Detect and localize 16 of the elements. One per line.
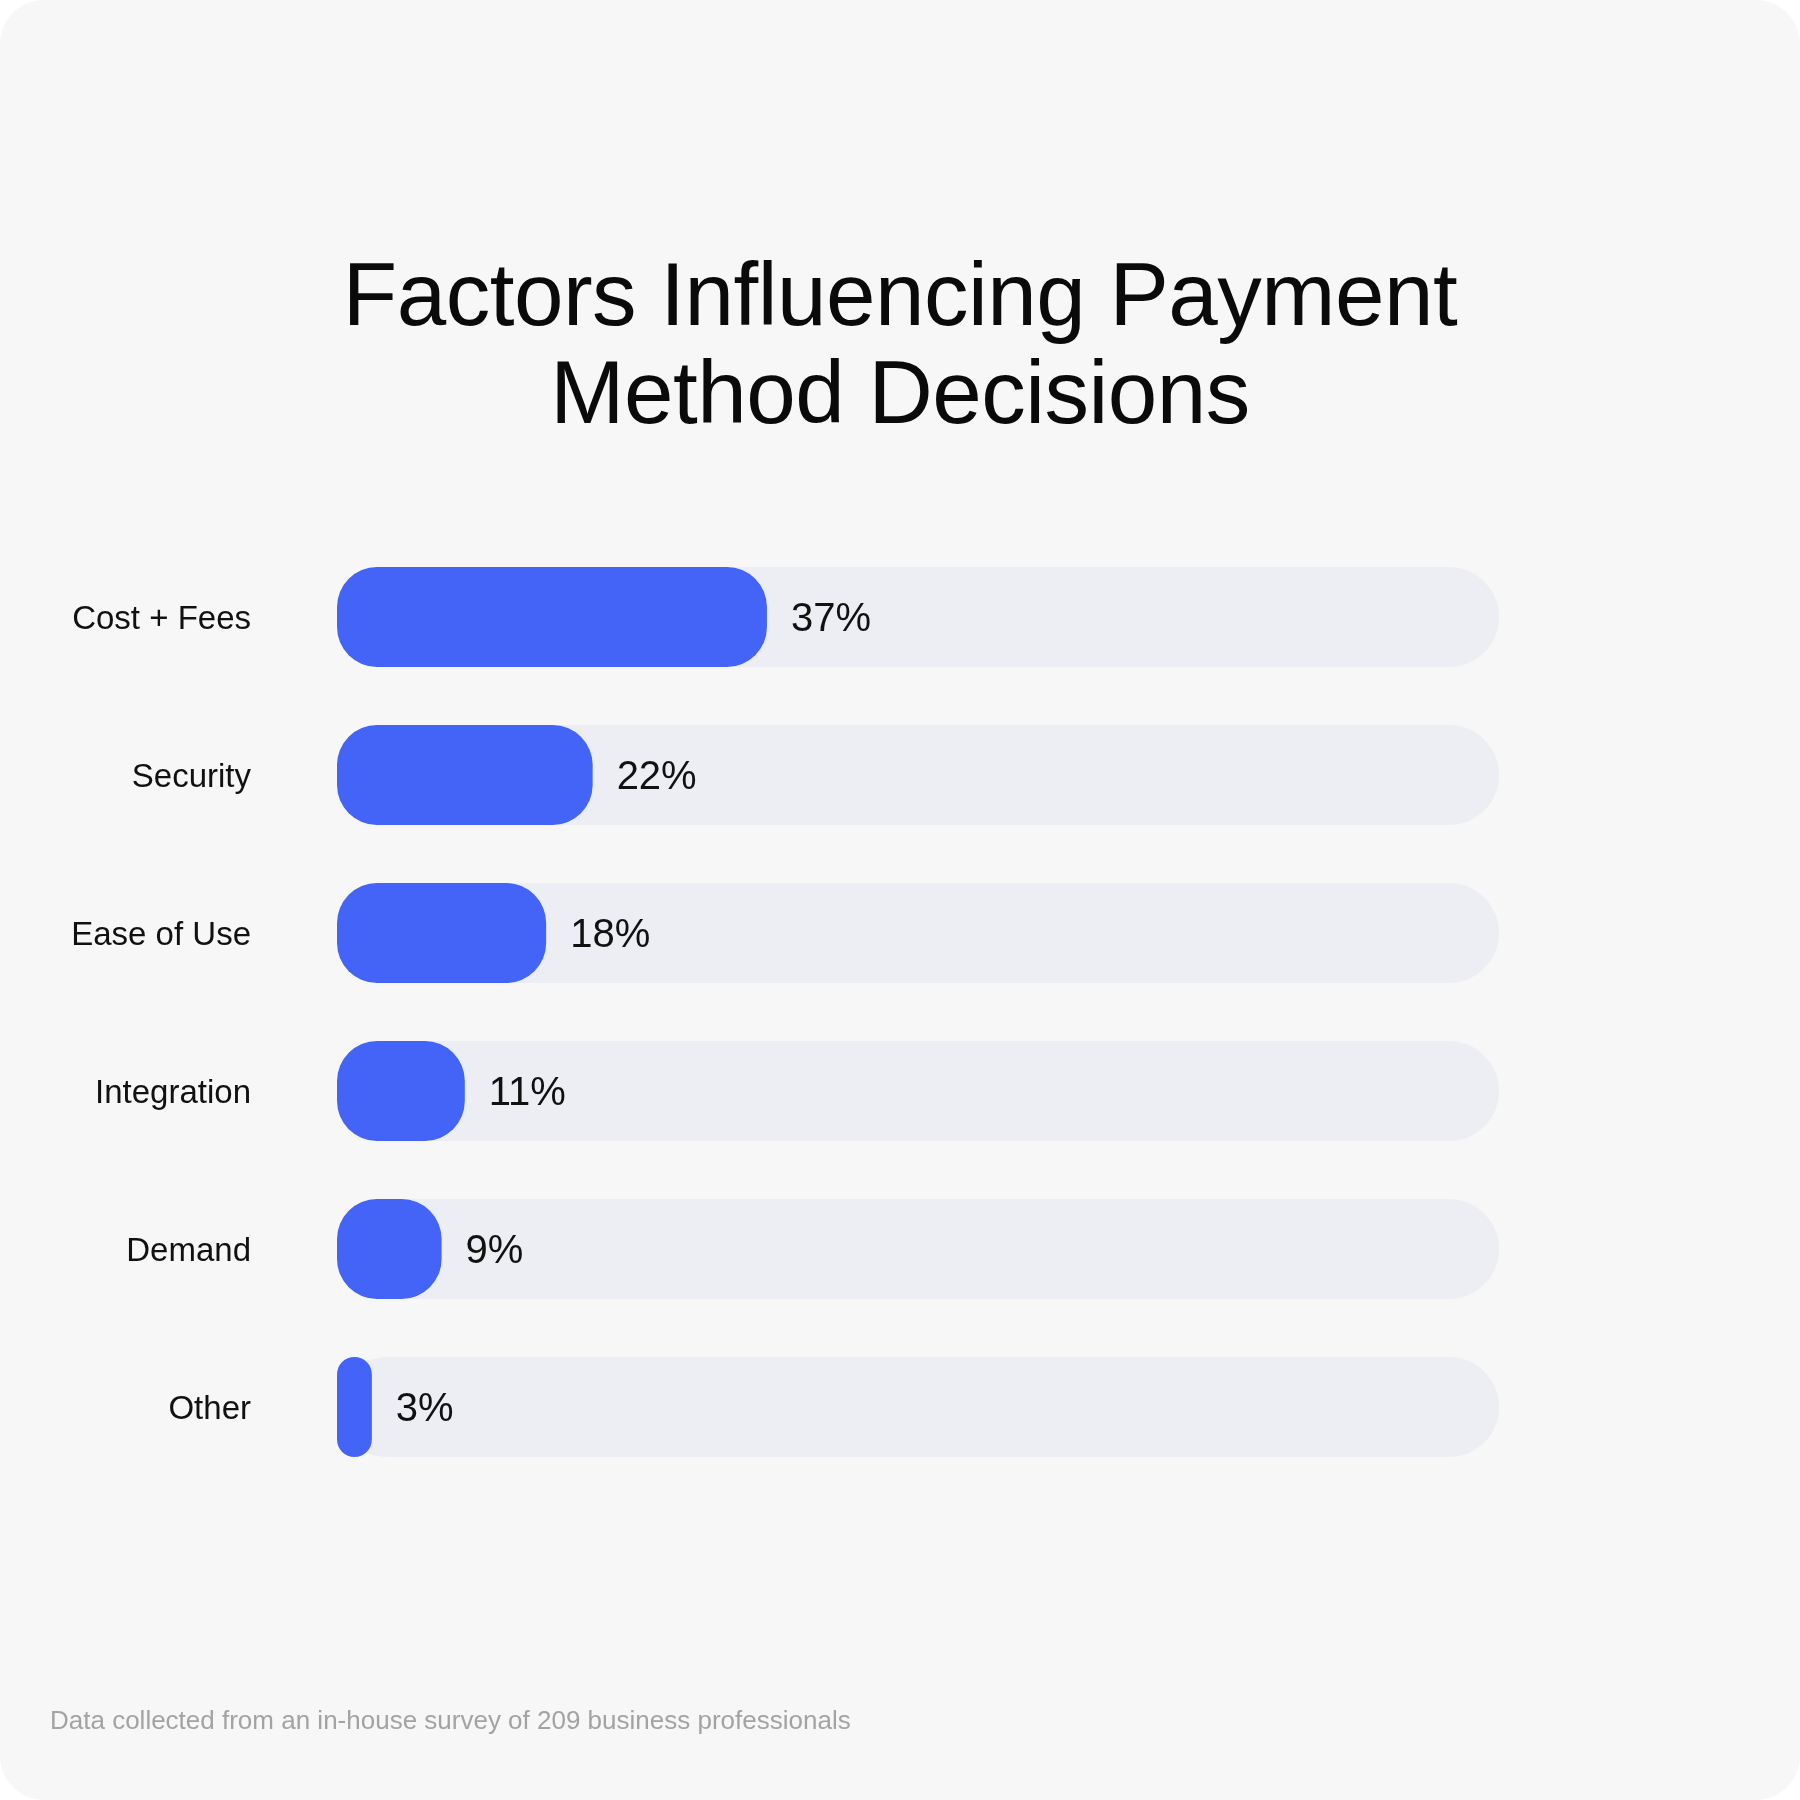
text: Data collected from an in-house survey of 209 business professionals: [50, 1705, 851, 1736]
y-tick-label: Ease of Use: [71, 914, 251, 952]
data-label: 11%: [488, 1069, 566, 1113]
y-tick-label: Cost + Fees: [72, 598, 251, 636]
chart-title: Factors Influencing Payment Method Decisions: [341, 244, 1459, 442]
bar: [337, 725, 593, 825]
y-tick-label: Demand: [126, 1230, 251, 1268]
data-label: 37%: [790, 595, 871, 639]
y-tick-label: Other: [168, 1388, 251, 1426]
data-label: 22%: [616, 753, 697, 797]
data-label: 3%: [395, 1385, 454, 1429]
y-tick-label: Security: [131, 756, 252, 794]
y-tick-label: Integration: [95, 1072, 251, 1110]
data-label: 9%: [465, 1227, 524, 1271]
bar: [337, 883, 547, 983]
data-label: 18%: [570, 911, 651, 955]
